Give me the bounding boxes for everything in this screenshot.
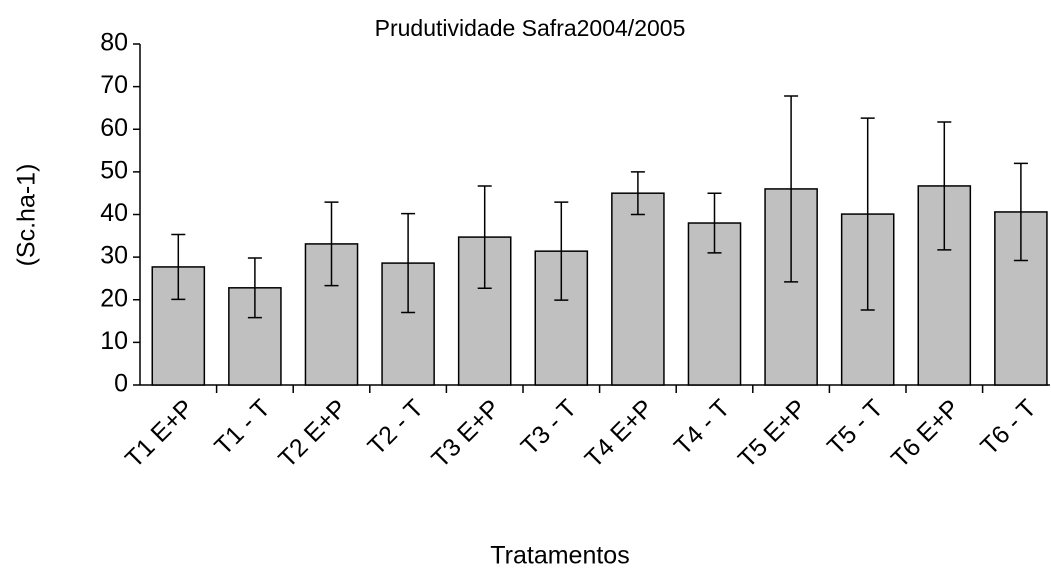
x-tick-label: T5 E+P [733, 394, 812, 473]
error-bar [401, 212, 416, 314]
x-tick-label: T6 - T [975, 394, 1042, 461]
error-bar [937, 121, 952, 251]
y-tick-label: 50 [100, 156, 128, 184]
x-tick-label: T3 E+P [426, 394, 505, 473]
x-tick-label: T4 - T [669, 394, 736, 461]
chart-title: Prudutividade Safra2004/2005 [375, 15, 686, 41]
x-tick-label: T1 - T [209, 394, 276, 461]
y-tick-label: 0 [114, 370, 128, 398]
error-bar [860, 117, 875, 311]
y-tick-label: 60 [100, 114, 128, 142]
error-bar [247, 257, 262, 319]
y-tick-label: 80 [100, 29, 128, 57]
x-tick-label: T1 E+P [120, 394, 199, 473]
y-tick-label: 70 [100, 71, 128, 99]
x-tick-label: T4 E+P [580, 394, 659, 473]
error-bar [1013, 162, 1028, 262]
y-tick-label: 10 [100, 327, 128, 355]
bar [611, 192, 665, 386]
x-tick-label: T2 - T [362, 394, 429, 461]
y-tick-label: 30 [100, 242, 128, 270]
y-axis-label: (Sc.ha-1) [13, 164, 41, 267]
y-tick-label: 20 [100, 284, 128, 312]
error-bar [707, 192, 722, 254]
x-tick-label: T3 - T [516, 394, 583, 461]
x-axis-label: Tratamentos [490, 542, 629, 570]
error-bar [784, 95, 799, 283]
error-bar [554, 201, 569, 301]
error-bar [630, 171, 645, 216]
error-bar [477, 185, 492, 289]
error-bar [324, 201, 339, 287]
error-bar [171, 233, 186, 301]
x-tick-label: T2 E+P [273, 394, 352, 473]
x-tick-label: T5 - T [822, 394, 889, 461]
y-tick-label: 40 [100, 199, 128, 227]
x-tick-label: T6 E+P [886, 394, 965, 473]
